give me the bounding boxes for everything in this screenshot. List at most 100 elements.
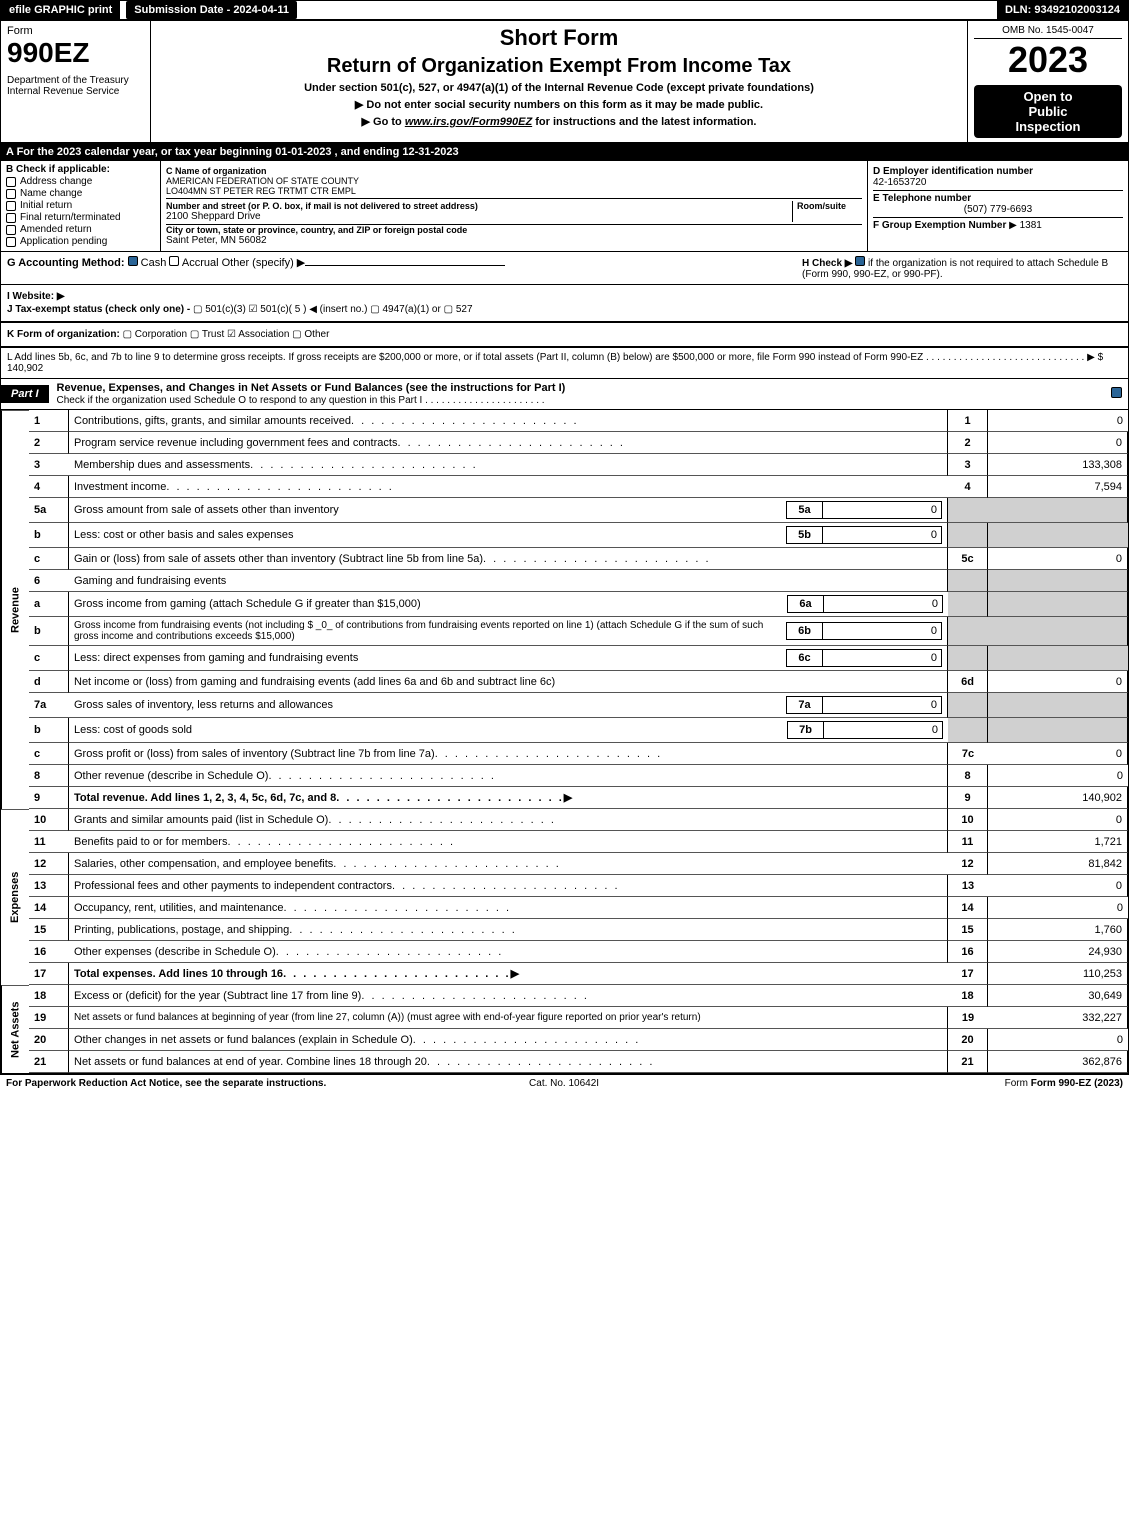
k-options: ▢ Corporation ▢ Trust ☑ Association ▢ Ot…: [123, 329, 330, 340]
line-6a-val: [988, 592, 1128, 617]
department-label: Department of the Treasury Internal Reve…: [7, 75, 144, 97]
form-header: Form 990EZ Department of the Treasury In…: [0, 20, 1129, 143]
main-title: Return of Organization Exempt From Incom…: [157, 55, 961, 78]
line-4-box: 4: [948, 476, 988, 498]
chk-address-change[interactable]: [6, 177, 16, 187]
irs-link[interactable]: www.irs.gov/Form990EZ: [405, 116, 532, 128]
line-4-num: 4: [29, 476, 69, 498]
sub-5b: 5b: [786, 526, 822, 544]
line-7b-num: b: [29, 718, 69, 743]
line-6c-box: [948, 646, 988, 671]
line-17-box: 17: [948, 963, 988, 985]
line-20-num: 20: [29, 1029, 69, 1051]
line-6c-val: [988, 646, 1128, 671]
form-number: 990EZ: [7, 37, 144, 69]
addr-label: Number and street (or P. O. box, if mail…: [166, 201, 784, 211]
line-6-num: 6: [29, 570, 69, 592]
ssn-warning: ▶ Do not enter social security numbers o…: [157, 98, 961, 111]
sub-6b-val: 0: [822, 622, 942, 640]
header-right: OMB No. 1545-0047 2023 Open to Public In…: [968, 21, 1128, 142]
ijkl-block: I Website: ▶ J Tax-exempt status (check …: [0, 285, 1129, 322]
addr-value: 2100 Sheppard Drive: [166, 211, 784, 222]
line-5c-val: 0: [988, 548, 1128, 570]
chk-amended-return[interactable]: [6, 225, 16, 235]
line-10-val: 0: [988, 809, 1128, 831]
line-2-box: 2: [948, 432, 988, 454]
h-line: H Check ▶ if the organization is not req…: [802, 256, 1122, 280]
lbl-other: Other (specify) ▶: [222, 257, 306, 269]
part1-lines: Revenue 1 Contributions, gifts, grants, …: [0, 410, 1129, 1074]
sub-7a: 7a: [786, 696, 822, 714]
part1-header: Part I Revenue, Expenses, and Changes in…: [0, 379, 1129, 410]
short-form-title: Short Form: [157, 25, 961, 51]
group-exemption-label: F Group Exemption Number: [873, 220, 1006, 231]
line-3-box: 3: [948, 454, 988, 476]
line-13-box: 13: [948, 875, 988, 897]
line-1-desc: Contributions, gifts, grants, and simila…: [69, 410, 948, 432]
chk-application-pending[interactable]: [6, 237, 16, 247]
open-line2: Public: [978, 104, 1118, 119]
line-21-desc: Net assets or fund balances at end of ye…: [69, 1051, 948, 1073]
lbl-initial-return: Initial return: [20, 200, 72, 211]
line-7a-val: [988, 693, 1128, 718]
lbl-amended-return: Amended return: [20, 224, 92, 235]
line-5b-desc: Less: cost or other basis and sales expe…: [69, 523, 948, 548]
lbl-final-return: Final return/terminated: [20, 212, 121, 223]
line-6c-num: c: [29, 646, 69, 671]
line-17-val: 110,253: [988, 963, 1128, 985]
form-word: Form: [7, 25, 144, 37]
line-6d-val: 0: [988, 671, 1128, 693]
k-label: K Form of organization:: [7, 329, 120, 340]
bcdef-grid: B Check if applicable: Address change Na…: [0, 161, 1129, 252]
line-14-box: 14: [948, 897, 988, 919]
line-6c-desc: Less: direct expenses from gaming and fu…: [69, 646, 948, 671]
lbl-cash: Cash: [141, 257, 167, 269]
line-16-box: 16: [948, 941, 988, 963]
l-text: L Add lines 5b, 6c, and 7b to line 9 to …: [7, 352, 1122, 374]
org-name-label: C Name of organization: [166, 166, 862, 176]
line-5c-desc: Gain or (loss) from sale of assets other…: [69, 548, 948, 570]
line-15-box: 15: [948, 919, 988, 941]
line-18-desc: Excess or (deficit) for the year (Subtra…: [69, 985, 948, 1007]
city-label: City or town, state or province, country…: [166, 225, 862, 235]
sub-5a: 5a: [786, 501, 822, 519]
chk-cash[interactable]: [128, 256, 138, 266]
other-specify-line[interactable]: [305, 265, 505, 266]
line-18-num: 18: [29, 985, 69, 1007]
line-5a-val: [988, 498, 1128, 523]
h-label: H Check ▶: [802, 258, 852, 269]
line-5a-box: [948, 498, 988, 523]
part1-checkbox[interactable]: [1111, 387, 1122, 398]
sub-7b: 7b: [787, 721, 823, 739]
goto-post: for instructions and the latest informat…: [535, 116, 756, 128]
open-to-public-box: Open to Public Inspection: [974, 85, 1122, 138]
line-3-num: 3: [29, 454, 69, 476]
efile-label[interactable]: efile GRAPHIC print: [1, 1, 120, 19]
line-11-desc: Benefits paid to or for members: [69, 831, 948, 853]
line-14-val: 0: [988, 897, 1128, 919]
chk-final-return[interactable]: [6, 213, 16, 223]
submission-date: Submission Date - 2024-04-11: [126, 1, 297, 19]
city-value: Saint Peter, MN 56082: [166, 235, 862, 246]
chk-accrual[interactable]: [169, 256, 179, 266]
line-6-box: [948, 570, 988, 592]
chk-name-change[interactable]: [6, 189, 16, 199]
chk-initial-return[interactable]: [6, 201, 16, 211]
footer-left: For Paperwork Reduction Act Notice, see …: [6, 1078, 326, 1089]
line-4-desc: Investment income: [69, 476, 948, 498]
vlabel-net-assets: Net Assets: [1, 985, 29, 1073]
sub-7a-val: 0: [822, 696, 942, 714]
line-7a-num: 7a: [29, 693, 69, 718]
section-a: A For the 2023 calendar year, or tax yea…: [0, 143, 1129, 161]
line-17-desc: Total expenses. Add lines 10 through 16 …: [69, 963, 948, 985]
ein-label: D Employer identification number: [873, 166, 1123, 177]
line-6d-desc: Net income or (loss) from gaming and fun…: [69, 671, 948, 693]
top-bar: efile GRAPHIC print Submission Date - 20…: [0, 0, 1129, 20]
line-4-val: 7,594: [988, 476, 1128, 498]
title-block: Short Form Return of Organization Exempt…: [151, 21, 968, 142]
line-7c-desc: Gross profit or (loss) from sales of inv…: [69, 743, 948, 765]
line-16-val: 24,930: [988, 941, 1128, 963]
sub-6c-val: 0: [822, 649, 942, 667]
chk-h[interactable]: [855, 256, 865, 266]
line-5a-desc: Gross amount from sale of assets other t…: [69, 498, 948, 523]
